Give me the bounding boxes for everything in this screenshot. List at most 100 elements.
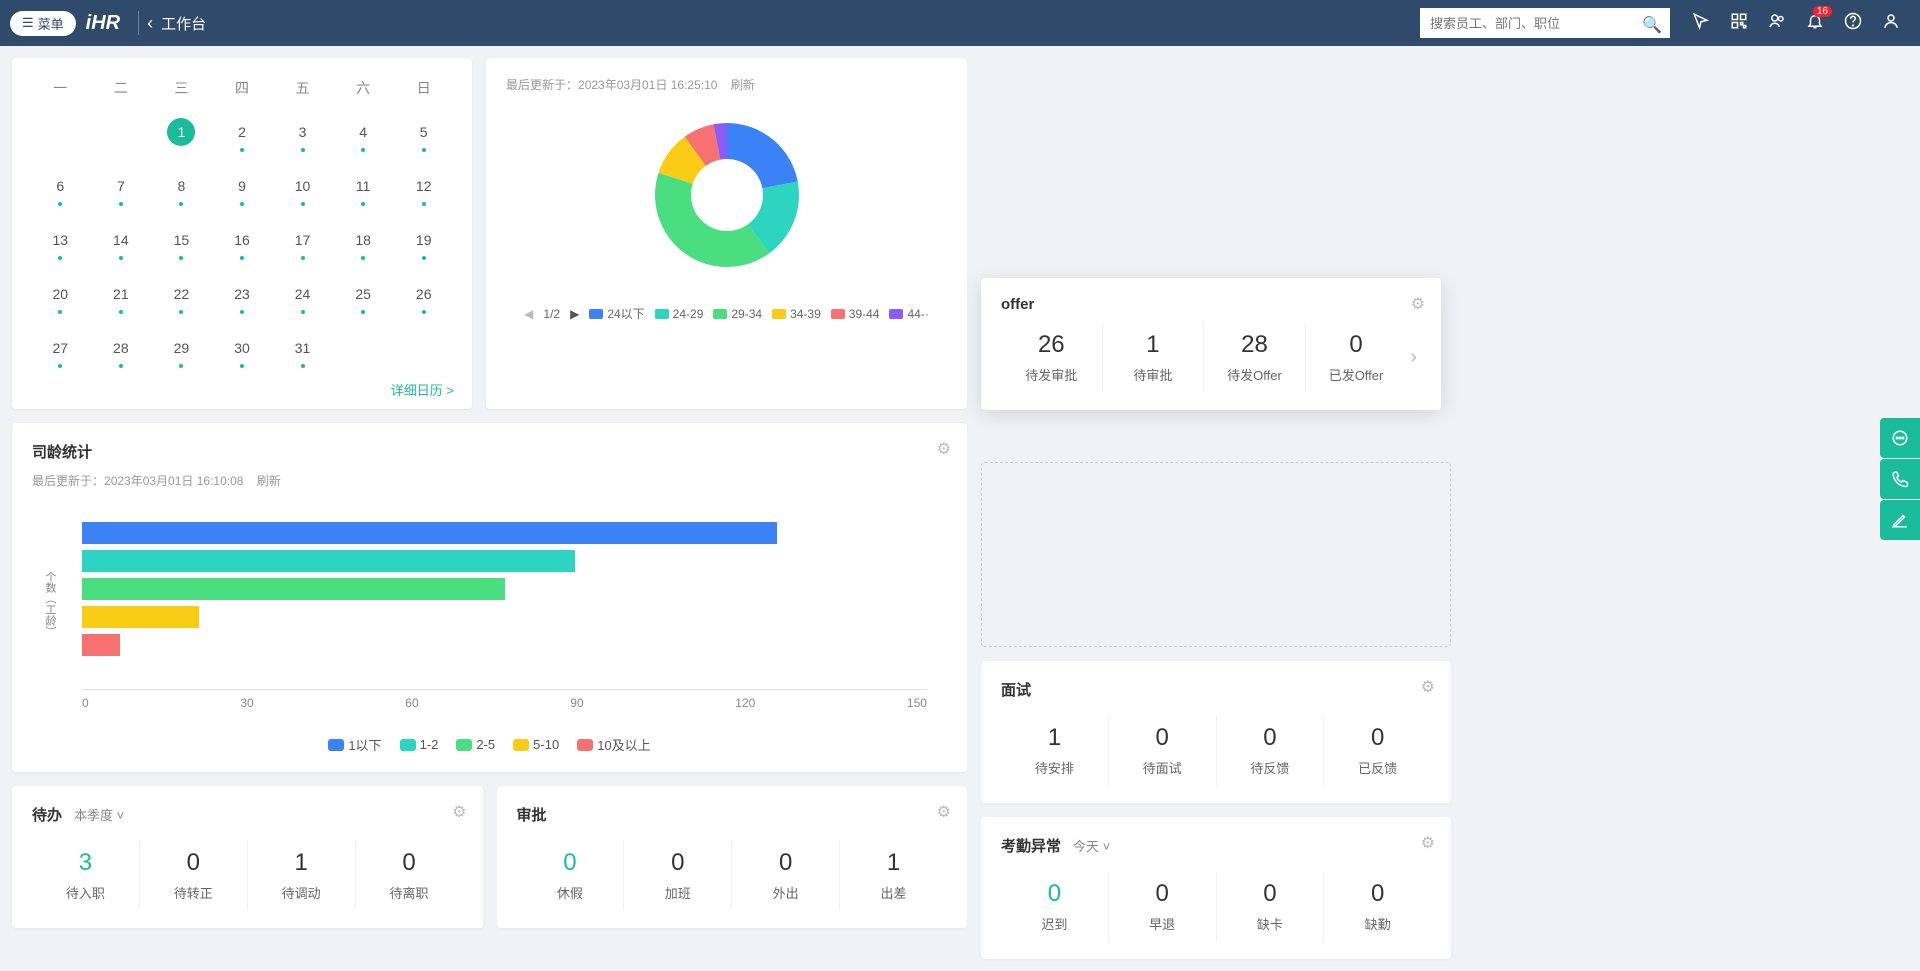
gear-icon[interactable]: ⚙: [1421, 677, 1435, 697]
calendar-day[interactable]: 31: [272, 328, 333, 374]
calendar-day[interactable]: 29: [151, 328, 212, 374]
day-number: 19: [410, 226, 438, 254]
stat-item[interactable]: 1待安排: [1001, 716, 1109, 785]
refresh-link[interactable]: 刷新: [731, 78, 755, 92]
gear-icon[interactable]: ⚙: [452, 802, 466, 822]
stat-item[interactable]: 0待转正: [140, 841, 248, 910]
offer-card[interactable]: offer ⚙ 26待发审批1待审批28待发Offer0已发Offer ›: [981, 278, 1441, 410]
stat-item[interactable]: 0迟到: [1001, 872, 1109, 941]
day-number: 31: [289, 334, 317, 362]
gear-icon[interactable]: ⚙: [937, 439, 951, 459]
bell-icon[interactable]: 16: [1806, 12, 1824, 35]
calendar-day[interactable]: 20: [30, 274, 91, 320]
day-dot: [301, 364, 305, 368]
calendar-day[interactable]: 21: [91, 274, 152, 320]
calendar-day[interactable]: 1: [151, 112, 212, 158]
legend-item[interactable]: 1-2: [400, 735, 439, 754]
calendar-day[interactable]: 22: [151, 274, 212, 320]
qr-icon[interactable]: [1730, 12, 1748, 35]
stat-item[interactable]: 0加班: [624, 841, 732, 910]
calendar-day[interactable]: 5: [393, 112, 454, 158]
calendar-detail-link[interactable]: 详细日历 >: [30, 380, 454, 399]
stat-item[interactable]: 0待面试: [1109, 716, 1217, 785]
update-time: 2023年03月01日 16:25:10: [578, 78, 717, 92]
calendar-day[interactable]: 10: [272, 166, 333, 212]
calendar-day[interactable]: 12: [393, 166, 454, 212]
calendar-day[interactable]: 16: [212, 220, 273, 266]
calendar-day[interactable]: 18: [333, 220, 394, 266]
legend-item[interactable]: 44-·: [889, 307, 928, 321]
stat-item[interactable]: 0外出: [732, 841, 840, 910]
calendar-day[interactable]: 14: [91, 220, 152, 266]
calendar-day[interactable]: 13: [30, 220, 91, 266]
calendar-day[interactable]: 19: [393, 220, 454, 266]
legend-item[interactable]: 10及以上: [577, 735, 650, 754]
calendar-day[interactable]: 4: [333, 112, 394, 158]
edit-float-icon[interactable]: [1880, 500, 1920, 540]
gear-icon[interactable]: ⚙: [1421, 833, 1435, 853]
calendar-day[interactable]: 24: [272, 274, 333, 320]
calendar-day[interactable]: 6: [30, 166, 91, 212]
stat-item[interactable]: 26待发审批: [1001, 323, 1103, 392]
search-input[interactable]: [1420, 8, 1670, 38]
refresh-link[interactable]: 刷新: [257, 474, 281, 488]
attendance-filter[interactable]: 今天 ˅: [1073, 836, 1110, 855]
calendar-day[interactable]: 26: [393, 274, 454, 320]
dropzone[interactable]: [981, 462, 1451, 647]
legend-item[interactable]: 39-44: [831, 307, 880, 321]
calendar-day[interactable]: 3: [272, 112, 333, 158]
stat-item[interactable]: 1待审批: [1103, 323, 1205, 392]
menu-button[interactable]: ☰ 菜单: [10, 11, 76, 36]
calendar-day[interactable]: 11: [333, 166, 394, 212]
side-float-buttons: [1880, 418, 1920, 541]
stat-item[interactable]: 28待发Offer: [1204, 323, 1306, 392]
calendar-day[interactable]: 15: [151, 220, 212, 266]
legend-swatch: [456, 739, 472, 751]
day-number: 7: [107, 172, 135, 200]
users-icon[interactable]: [1768, 12, 1786, 35]
stat-item[interactable]: 1出差: [840, 841, 947, 910]
day-number: 2: [228, 118, 256, 146]
stat-item[interactable]: 0待反馈: [1217, 716, 1325, 785]
help-icon[interactable]: [1844, 12, 1862, 35]
legend-item[interactable]: 24以下: [589, 305, 644, 322]
stat-number: 0: [1217, 880, 1324, 908]
calendar-day[interactable]: 2: [212, 112, 273, 158]
stat-item[interactable]: 0休假: [517, 841, 625, 910]
calendar-day[interactable]: 8: [151, 166, 212, 212]
stat-item[interactable]: 0缺勤: [1324, 872, 1431, 941]
calendar-day[interactable]: 9: [212, 166, 273, 212]
legend-item[interactable]: 24-29: [655, 307, 704, 321]
legend-item[interactable]: 1以下: [328, 735, 381, 754]
back-icon[interactable]: ‹: [147, 13, 153, 34]
legend-item[interactable]: 2-5: [456, 735, 495, 754]
search-icon[interactable]: 🔍: [1642, 15, 1662, 35]
stat-item[interactable]: 0已发Offer: [1306, 323, 1407, 392]
calendar-day[interactable]: 17: [272, 220, 333, 266]
chevron-right-icon[interactable]: ›: [1406, 346, 1421, 369]
calendar-day[interactable]: 28: [91, 328, 152, 374]
legend-item[interactable]: 34-39: [772, 307, 821, 321]
calendar-day[interactable]: 30: [212, 328, 273, 374]
user-icon[interactable]: [1882, 12, 1900, 35]
gear-icon[interactable]: ⚙: [937, 802, 951, 822]
stat-item[interactable]: 0已反馈: [1324, 716, 1431, 785]
chat-float-icon[interactable]: [1880, 418, 1920, 458]
calendar-day[interactable]: 23: [212, 274, 273, 320]
gear-icon[interactable]: ⚙: [1411, 294, 1425, 314]
stat-item[interactable]: 1待调动: [248, 841, 356, 910]
calendar-day[interactable]: 25: [333, 274, 394, 320]
calendar-day[interactable]: 27: [30, 328, 91, 374]
calendar-day[interactable]: 7: [91, 166, 152, 212]
legend-item[interactable]: 5-10: [513, 735, 559, 754]
cursor-icon[interactable]: [1692, 12, 1710, 35]
legend-item[interactable]: 29-34: [713, 307, 762, 321]
stat-item[interactable]: 0缺卡: [1217, 872, 1325, 941]
legend-prev-icon[interactable]: ◀: [524, 307, 533, 321]
stat-item[interactable]: 3待入职: [32, 841, 140, 910]
stat-item[interactable]: 0待离职: [356, 841, 463, 910]
stat-item[interactable]: 0早退: [1109, 872, 1217, 941]
legend-next-icon[interactable]: ▶: [570, 307, 579, 321]
todo-filter[interactable]: 本季度 ˅: [74, 805, 124, 824]
phone-float-icon[interactable]: [1880, 459, 1920, 499]
